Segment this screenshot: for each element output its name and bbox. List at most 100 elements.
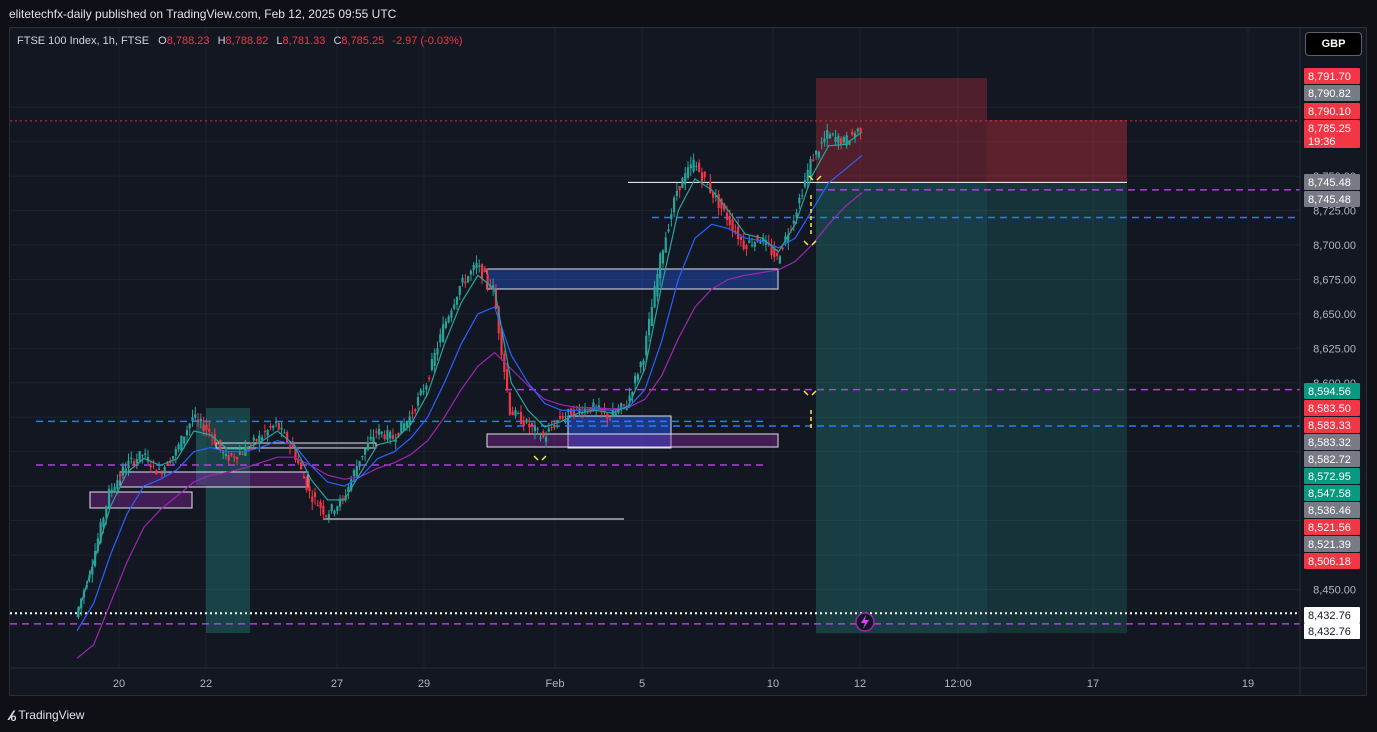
candle-body (188, 423, 191, 429)
price-label-text: 8,745.48 (1308, 177, 1351, 189)
candles (77, 123, 862, 620)
candle-body (803, 180, 807, 187)
candle-body (673, 197, 676, 213)
candle-body (327, 514, 331, 519)
price-tick-label: 8,625.00 (1313, 343, 1356, 355)
low-label: L (276, 35, 283, 47)
candle-body (489, 285, 492, 289)
currency-button[interactable]: GBP (1305, 32, 1362, 56)
candle-body (400, 422, 403, 434)
candle-body (121, 466, 125, 476)
candle-body (856, 128, 859, 132)
candle-body (252, 437, 255, 441)
past-zone-edge (196, 420, 206, 485)
low-value: 8,781.33 (282, 35, 326, 47)
time-axis[interactable]: 20 22 27 29 Feb 5 10 12 12:00 17 19 (10, 667, 1366, 690)
candle-body (775, 253, 779, 256)
candle-body (798, 197, 801, 204)
price-label-bg (1304, 103, 1360, 119)
price-label: 8,583.33 (1304, 417, 1360, 433)
candle-body (572, 409, 575, 417)
price-tick-label: 8,725.00 (1313, 206, 1356, 218)
candle-body (831, 133, 834, 135)
price-label: 8,521.56 (1304, 519, 1360, 535)
horizontal-levels (10, 120, 1300, 625)
symbol-legend: FTSE 100 Index, 1h, FTSE O8,788.23 H8,78… (17, 35, 468, 47)
candle-body (155, 470, 158, 475)
candle-body (305, 476, 308, 491)
price-label-text: 8,521.56 (1308, 522, 1351, 534)
candle-body (233, 456, 236, 458)
price-tick-label: 8,450.00 (1313, 584, 1356, 596)
candle-body (272, 425, 275, 429)
past-target-zone (206, 408, 250, 633)
candle-body (336, 506, 339, 512)
price-label: 8,745.48 (1304, 191, 1360, 207)
candle-body (130, 457, 133, 459)
candle-body (823, 138, 826, 143)
candle-body (778, 256, 781, 264)
candle-body (812, 159, 815, 162)
candle-body (325, 515, 328, 517)
candle-body (837, 135, 840, 144)
candle-body (661, 250, 665, 264)
candle-body (564, 415, 567, 417)
candle-body (96, 538, 99, 552)
candle-body (277, 422, 280, 430)
candle-body (444, 321, 447, 329)
candle-body (653, 286, 656, 308)
candle-body (536, 428, 539, 430)
candle-body (177, 444, 180, 450)
candle-body (795, 212, 798, 218)
candle-body (547, 428, 550, 432)
symbol-title[interactable]: FTSE 100 Index, 1h, FTSE (17, 35, 150, 47)
candle-body (219, 439, 222, 450)
candle-body (517, 413, 520, 415)
candle-body (330, 504, 333, 512)
candle-body (464, 281, 467, 284)
candle-body (859, 127, 862, 133)
candle-body (302, 476, 305, 479)
candle-body (350, 479, 353, 491)
candle-body (138, 451, 141, 461)
brand-footer[interactable]: ⁄⁄ₒ TradingView (10, 707, 84, 723)
high-label: H (217, 35, 226, 47)
price-label-bg (1304, 383, 1360, 399)
candle-body (695, 166, 698, 168)
price-label-bg (1304, 68, 1360, 84)
candle-body (416, 397, 420, 406)
candle-body (249, 444, 253, 446)
price-label-text: 8,583.50 (1308, 403, 1351, 415)
candle-body (458, 286, 461, 296)
candle-body (773, 246, 776, 258)
price-label: 8,536.46 (1304, 502, 1360, 518)
candle-body (725, 212, 729, 221)
ema-slow-line (76, 192, 863, 659)
candle-body (553, 426, 556, 428)
candle-body (166, 462, 169, 467)
candle-body (397, 432, 400, 437)
candle-body (171, 456, 175, 459)
price-axis[interactable]: 8,450.008,600.008,625.008,650.008,675.00… (1299, 28, 1360, 696)
candle-body (508, 392, 511, 415)
ema-fast-line (76, 131, 863, 618)
price-label-bg (1304, 434, 1360, 450)
candle-body (358, 460, 361, 467)
candle-body (183, 436, 186, 444)
candle-body (745, 245, 748, 250)
candle-body (352, 470, 356, 477)
candle-body (391, 435, 395, 440)
candle-body (163, 467, 166, 474)
price-label: 8,521.39 (1304, 536, 1360, 552)
candle-body (544, 436, 548, 442)
close-value: 8,785.25 (341, 35, 385, 47)
price-label-bg (1304, 607, 1360, 623)
candle-body (286, 432, 289, 443)
candle-body (202, 424, 205, 432)
lightning-bolt (861, 615, 869, 629)
candle-body (299, 462, 303, 470)
candle-body (274, 421, 278, 423)
candle-body (99, 522, 102, 543)
candle-body (102, 517, 105, 527)
